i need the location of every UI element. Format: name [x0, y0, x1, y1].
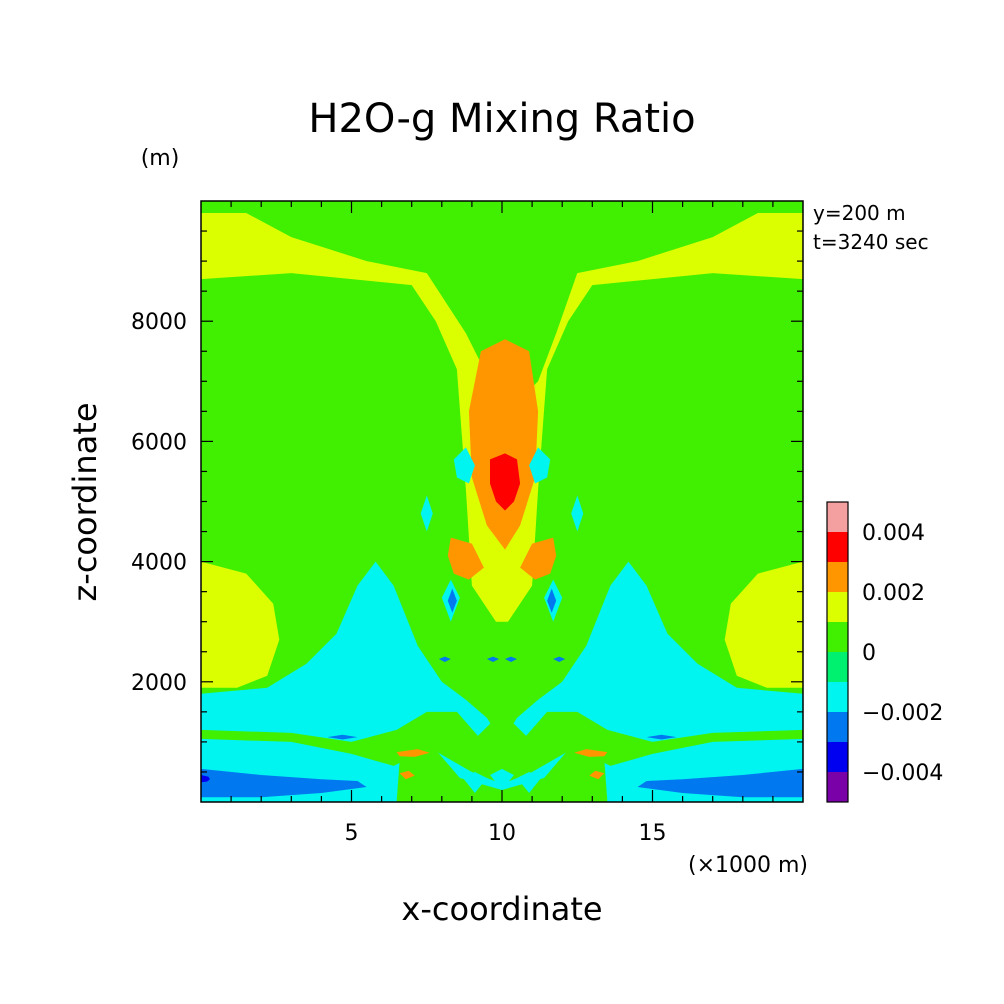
contour-region-19 — [420, 495, 433, 532]
colorbar-frame — [826, 501, 849, 803]
colorbar-swatch — [827, 712, 848, 742]
contour-region-13 — [396, 749, 430, 757]
contour-region-26 — [553, 656, 566, 662]
contour-region-10 — [490, 453, 521, 511]
x-tick-label: 5 — [345, 821, 359, 846]
y-axis-ticks: 2000 4000 6000 8000 — [131, 230, 803, 773]
contour-region-12 — [520, 537, 557, 580]
contour-region-31 — [462, 772, 487, 793]
contour-region-25 — [438, 656, 451, 662]
contour-region-20 — [571, 495, 584, 532]
contour-region-6 — [201, 768, 367, 798]
contour-region-23 — [447, 588, 457, 613]
colorbar-swatch — [827, 742, 848, 772]
annotation-time: t=3240 sec — [813, 230, 929, 254]
contour-region-30 — [646, 734, 677, 740]
contour-region-32 — [517, 772, 542, 793]
contour-region-24 — [547, 588, 557, 613]
contour-region-18 — [529, 447, 551, 484]
contour-region-27 — [486, 656, 499, 662]
y-tick-label: 8000 — [131, 310, 187, 335]
contour-region-15 — [399, 770, 415, 780]
contour-layer — [201, 201, 803, 802]
colorbar-swatch — [827, 592, 848, 622]
x-unit-label: (×1000 m) — [688, 853, 808, 878]
contour-region-3 — [724, 561, 803, 688]
x-tick-label: 15 — [639, 821, 667, 846]
contour-region-17 — [453, 447, 475, 484]
contour-region-9 — [468, 339, 539, 550]
contour-region-28 — [505, 656, 517, 662]
colorbar-tick-label: 0 — [862, 641, 876, 666]
colorbar-swatch — [827, 622, 848, 652]
contour-region-29 — [327, 734, 358, 740]
contour-region-33 — [490, 768, 514, 790]
y-tick-label: 4000 — [131, 551, 187, 576]
chart-title: H2O-g Mixing Ratio — [308, 96, 695, 142]
contour-region-2 — [201, 561, 280, 688]
y-unit-label: (m) — [141, 146, 180, 171]
contour-region-14 — [574, 749, 608, 757]
contour-region-8 — [201, 775, 210, 783]
colorbar-swatch — [827, 532, 848, 562]
contour-region-7 — [637, 768, 803, 798]
colorbar-swatch — [827, 682, 848, 712]
y-axis-label: z-coordinate — [66, 402, 104, 601]
colorbar-swatch — [827, 652, 848, 682]
contour-region-11 — [447, 537, 484, 580]
colorbar-tick-label: −0.002 — [862, 701, 943, 726]
contour-region-5 — [201, 711, 803, 784]
colorbar-tick-label: −0.004 — [862, 761, 943, 786]
x-axis-ticks: 5 10 15 — [230, 201, 774, 846]
colorbar-tick-label: 0.002 — [862, 581, 925, 606]
colorbar: −0.004 −0.002 0 0.002 0.004 — [826, 501, 943, 803]
y-tick-label: 2000 — [131, 671, 187, 696]
x-axis-label: x-coordinate — [401, 890, 602, 928]
x-tick-label: 10 — [488, 821, 516, 846]
contour-region-16 — [589, 770, 605, 780]
colorbar-swatch — [827, 562, 848, 592]
colorbar-swatch — [827, 502, 848, 532]
y-tick-label: 6000 — [131, 430, 187, 455]
annotation-y-position: y=200 m — [813, 201, 906, 225]
colorbar-tick-label: 0.004 — [862, 521, 925, 546]
colorbar-swatch — [827, 772, 848, 802]
